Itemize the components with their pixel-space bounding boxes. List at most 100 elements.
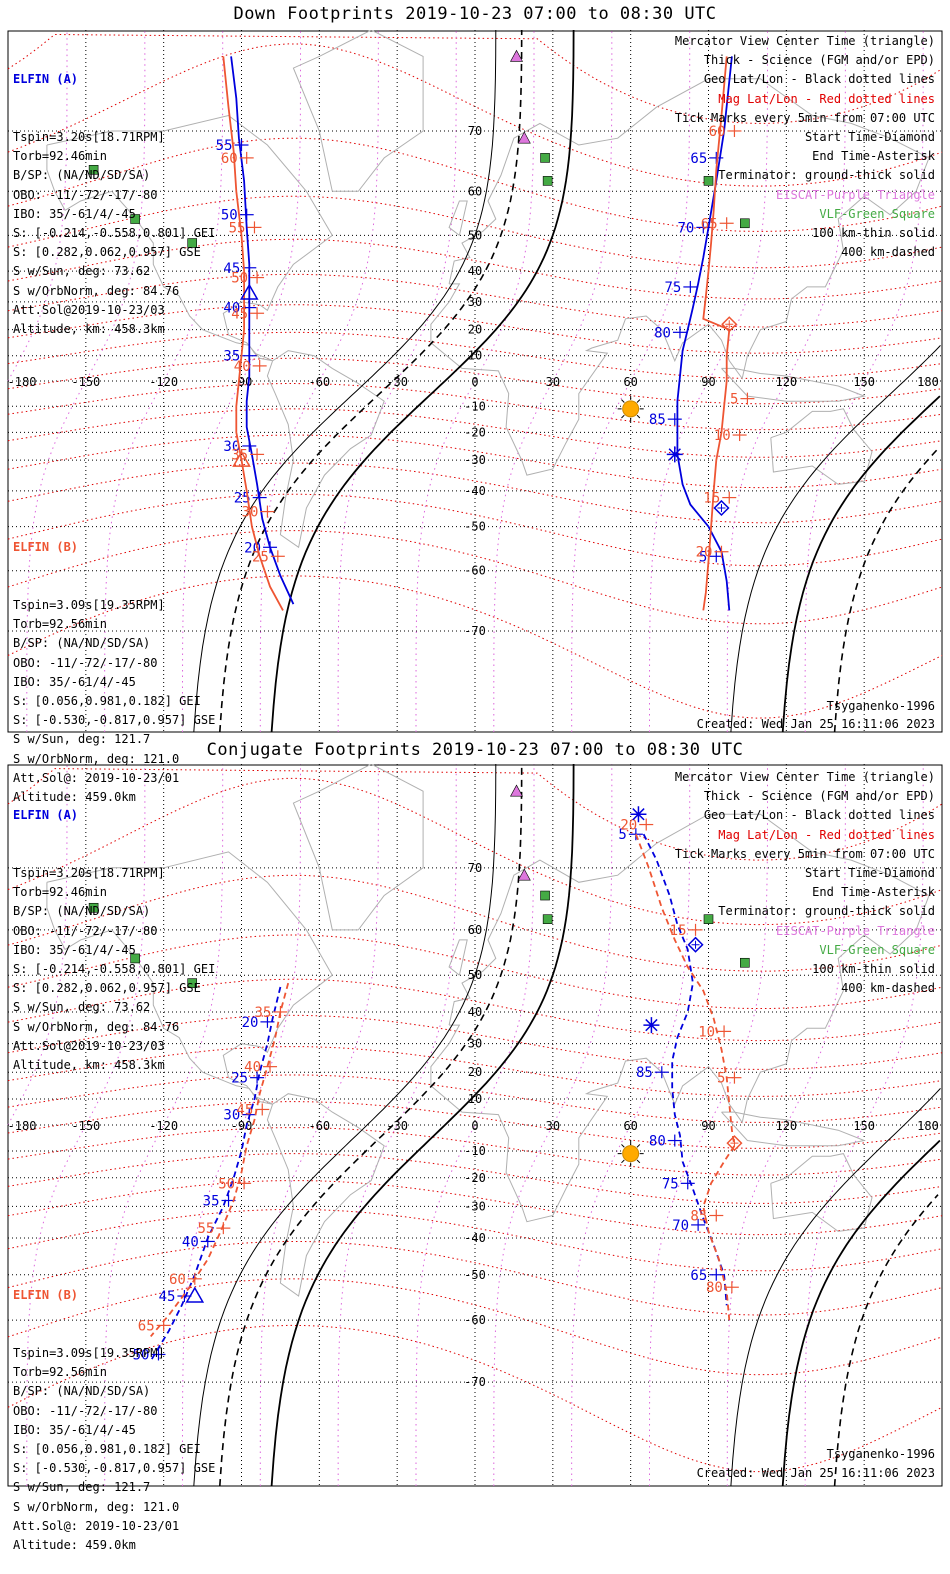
lat-tick-label: 20 (468, 323, 482, 337)
tick-label: 60 (169, 1272, 186, 1288)
mag-lon-line (182, 764, 301, 1486)
mag-lat-line (7, 1014, 943, 1070)
vlf-square (542, 914, 553, 924)
elfin-a-west-conjugate (149, 986, 282, 1362)
info-line: OBO: -11/-72/-17/-80 (13, 187, 158, 202)
model-label-conjugate: Tsyganenko-1996 (826, 1447, 935, 1461)
eiscat-triangle (517, 131, 531, 144)
tick-label: 65 (138, 1318, 155, 1334)
lon-tick-label: -180 (8, 1119, 37, 1133)
legend-entry: EISCAT-Purple Triangle (776, 923, 935, 938)
info-line: S w/Sun, deg: 73.62 (13, 1000, 151, 1015)
elfin-a-label: ELFIN (A) (13, 808, 79, 823)
coastline (721, 367, 866, 402)
vlf-square (703, 914, 714, 924)
lat-tick-label: 60 (468, 184, 482, 198)
lon-tick-label: 120 (775, 375, 797, 389)
tick-label: 5 (730, 392, 738, 408)
info-line: Altitude, km: 458.3km (13, 322, 165, 337)
legend-entry: Mercator View Center Time (triangle) (674, 770, 935, 784)
terminator-400km-east (833, 1194, 939, 1487)
info-line: OBO: -11/-72/-17/-80 (13, 923, 158, 938)
tick-label: 40 (234, 359, 251, 375)
tick-label: 15 (670, 923, 687, 939)
coastline (448, 200, 468, 236)
elfin-a-info-down: ELFIN (A) Tspin=3.20s[18.71RPM] Torb=92.4… (13, 32, 215, 358)
info-line: S: [-0.214,-0.558,0.801] GEI (13, 962, 216, 977)
tick-label: 10 (698, 1024, 715, 1040)
info-line: S: [-0.530,-0.817,0.957] GSE (13, 1461, 216, 1476)
start-diamond (721, 316, 738, 333)
legend-entry: VLF-Green Square (819, 942, 935, 957)
info-line: S w/OrbNorm, deg: 121.0 (13, 751, 180, 766)
tick-label: 45 (236, 1102, 253, 1118)
start-diamond (730, 1139, 739, 1148)
tick-label: 85 (690, 1208, 707, 1224)
lat-tick-label: -10 (464, 399, 486, 413)
lat-tick-label: 50 (468, 968, 482, 982)
tick-label: 80 (706, 1280, 723, 1296)
legend-entry: Thick - Science (FGM and/or EPD) (703, 53, 935, 68)
lat-tick-label: 50 (468, 228, 482, 242)
tick-label: 30 (223, 1108, 240, 1124)
info-line: S: [-0.530,-0.817,0.957] GSE (13, 713, 216, 728)
tick-label: 50 (133, 1347, 150, 1363)
mag-lat-line (7, 273, 943, 328)
tick-label: 40 (182, 1234, 199, 1250)
coastline (770, 1153, 873, 1232)
lat-tick-label: 40 (468, 1005, 482, 1019)
elfin-b-lines: Tspin=3.09s[19.35RPM] Torb=92.56min B/SP: … (13, 1344, 215, 1555)
sun-icon (617, 1140, 644, 1167)
tick-label: 55 (229, 220, 246, 236)
mag-lon-line (571, 764, 691, 1487)
mag-lon-line (26, 764, 146, 1486)
legend-down: Mercator View Center Time (triangle) Thic… (675, 32, 935, 262)
mag-lat-line (7, 382, 943, 431)
legend-entry: Mag Lat/Lon - Red dotted lines (718, 91, 935, 106)
coastline (430, 78, 930, 476)
legend-entry: Mag Lat/Lon - Red dotted lines (718, 827, 935, 842)
tick-label: 75 (664, 280, 681, 296)
lon-tick-label: -180 (8, 375, 37, 389)
mag-lat-line (7, 1324, 943, 1473)
mag-lon-line (726, 764, 846, 1486)
elfin-b-west-track (222, 56, 284, 611)
center-time-triangle (239, 283, 259, 300)
elfin-a-east-conjugate (642, 833, 728, 1306)
mag-lon-line (804, 764, 924, 1487)
lat-tick-label: 70 (468, 124, 482, 138)
tick-label: 85 (636, 1065, 653, 1081)
lat-tick-label: -60 (464, 564, 486, 578)
info-line: S: [-0.214,-0.558,0.801] GEI (13, 226, 216, 241)
mag-lat-line (7, 978, 943, 1042)
tick-label: 50 (221, 208, 238, 224)
mag-lat-line (7, 43, 943, 187)
info-line: B/SP: (NA/ND/SD/SA) (13, 168, 151, 183)
lat-tick-label: -70 (464, 1375, 486, 1389)
map-down-footprints: -180 -150 -120 -90 -60 -30 0 30 60 90 120 150 180 -70… (7, 30, 943, 733)
tick-label: 35 (255, 1005, 272, 1021)
terminator-100km-east (730, 345, 941, 733)
info-line: Torb=92.46min (13, 885, 107, 900)
mag-lat-line (7, 238, 943, 300)
legend-entry: 100 km-thin solid (812, 226, 935, 241)
end-asterisk (630, 806, 647, 823)
vlf-square (542, 176, 553, 186)
info-line: S w/OrbNorm, deg: 84.76 (13, 283, 180, 298)
lat-tick-label: 10 (468, 349, 482, 363)
lon-tick-label: 90 (701, 1119, 715, 1133)
center-time-triangle (185, 1286, 205, 1303)
mag-lat-line (7, 304, 943, 354)
lat-tick-label: -70 (464, 624, 486, 638)
mag-lon-line (104, 764, 224, 1487)
tick-label: 35 (203, 1193, 220, 1209)
vlf-square (187, 238, 198, 248)
mag-lon-line (7, 764, 68, 1126)
elfin-a-lines: Tspin=3.20s[18.71RPM] Torb=92.46min B/SP: … (13, 864, 215, 1075)
legend-entry: Terminator: ground-thick solid (718, 904, 935, 919)
info-line: B/SP: (NA/ND/SD/SA) (13, 1384, 151, 1399)
tick-label: 65 (690, 151, 707, 167)
lat-tick-label: -10 (464, 1144, 486, 1158)
tick-label: 45 (223, 261, 240, 277)
vlf-square (130, 953, 140, 964)
